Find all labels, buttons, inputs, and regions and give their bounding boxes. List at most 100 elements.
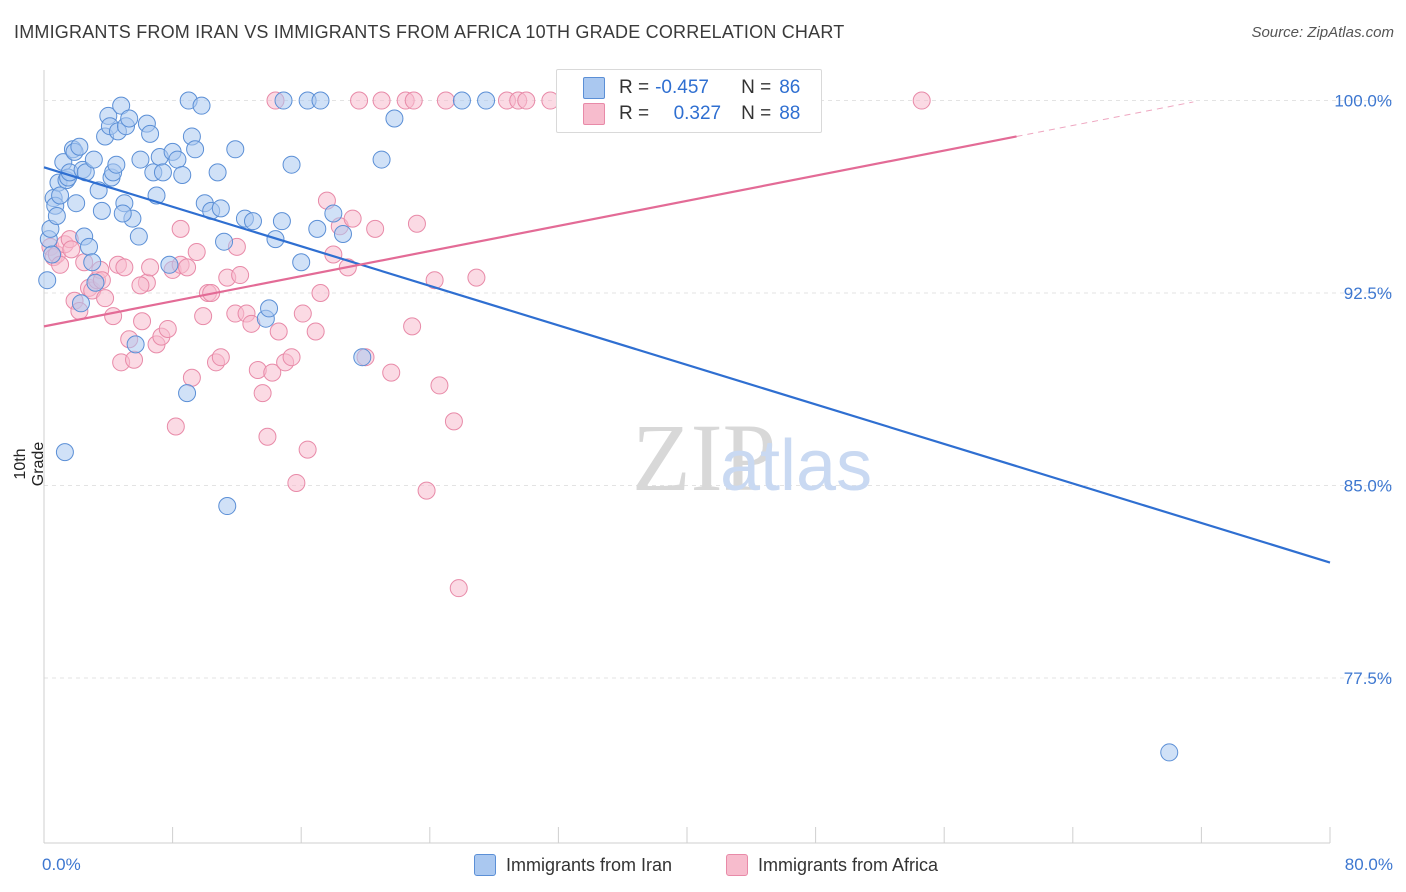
- africa-point: [231, 266, 250, 285]
- africa-point: [404, 91, 423, 110]
- legend-iran-swatch-icon: [474, 854, 496, 876]
- y-tick-label: 100.0%: [1334, 92, 1392, 111]
- iran-point: [70, 137, 89, 156]
- iran-point: [178, 384, 197, 403]
- iran-n-value: 86: [779, 77, 801, 98]
- axes: [43, 70, 1331, 844]
- iran-point: [226, 140, 245, 159]
- y-tick-labels: 77.5% 85.0% 92.5% 100.0%: [1334, 92, 1392, 688]
- iran-point: [274, 91, 293, 110]
- africa-point: [187, 242, 206, 261]
- iran-point: [477, 91, 496, 110]
- legend: Immigrants from Iran Immigrants from Afr…: [0, 848, 1406, 882]
- africa-point: [282, 348, 301, 367]
- iran-point: [333, 224, 352, 243]
- iran-point: [311, 91, 330, 110]
- iran-point: [120, 109, 139, 128]
- africa-r-label: R =: [619, 103, 650, 124]
- y-tick-label: 92.5%: [1344, 284, 1392, 303]
- iran-point: [282, 155, 301, 174]
- africa-point: [444, 412, 463, 431]
- iran-point: [211, 199, 230, 218]
- iran-point: [153, 163, 172, 182]
- africa-point: [436, 91, 455, 110]
- iran-point: [208, 163, 227, 182]
- legend-africa-label: Immigrants from Africa: [758, 854, 939, 875]
- africa-trend-extension: [1016, 101, 1194, 137]
- iran-points: [38, 91, 1179, 762]
- stats-row-iran: R = -0.457 N = 86: [557, 75, 800, 101]
- chart-title: IMMIGRANTS FROM IRAN VS IMMIGRANTS FROM …: [14, 22, 845, 42]
- iran-point: [67, 194, 86, 213]
- africa-point: [430, 376, 449, 395]
- iran-r-value: -0.457: [655, 77, 709, 98]
- africa-point: [417, 481, 436, 500]
- iran-n-label: N =: [741, 77, 772, 98]
- x-tick-label: 0.0%: [42, 855, 81, 874]
- legend-item-iran[interactable]: Immigrants from Iran: [474, 854, 672, 876]
- africa-point: [372, 91, 391, 110]
- africa-point: [298, 440, 317, 459]
- iran-r-label: R =: [619, 77, 650, 98]
- iran-point: [71, 294, 90, 313]
- iran-point: [113, 204, 132, 223]
- iran-swatch-icon: [583, 77, 605, 99]
- iran-point: [353, 348, 372, 367]
- africa-point: [287, 473, 306, 492]
- iran-point: [107, 155, 126, 174]
- africa-point: [366, 219, 385, 238]
- iran-point: [126, 335, 145, 354]
- iran-point: [129, 227, 148, 246]
- africa-trend-line: [43, 135, 1017, 328]
- iran-point: [80, 237, 99, 256]
- x-tick-labels: 0.0% 80.0%: [42, 855, 1393, 874]
- africa-point: [407, 214, 426, 233]
- africa-point: [293, 304, 312, 323]
- grid-lines: [44, 100, 1392, 679]
- iran-point: [55, 443, 74, 462]
- africa-n-label: N =: [741, 103, 772, 124]
- africa-point: [158, 319, 177, 338]
- iran-point: [260, 299, 279, 318]
- africa-point: [125, 350, 144, 369]
- africa-point: [311, 284, 330, 303]
- africa-point: [194, 307, 213, 326]
- stats-box: R = -0.457 N = 86 R = 0.327 N = 88: [556, 69, 822, 133]
- africa-point: [133, 312, 152, 331]
- africa-point: [62, 240, 81, 259]
- iran-point: [1160, 743, 1179, 762]
- trend-lines: [43, 101, 1331, 564]
- africa-point: [269, 322, 288, 341]
- iran-point: [452, 91, 471, 110]
- iran-point: [385, 109, 404, 128]
- legend-iran-label: Immigrants from Iran: [506, 854, 673, 875]
- africa-point: [171, 219, 190, 238]
- iran-point: [292, 253, 311, 272]
- africa-point: [182, 368, 201, 387]
- africa-point: [211, 348, 230, 367]
- stats-row-africa: R = 0.327 N = 88: [557, 101, 800, 127]
- africa-point: [306, 322, 325, 341]
- africa-point: [343, 209, 362, 228]
- africa-point: [350, 91, 369, 110]
- iran-point: [192, 96, 211, 115]
- iran-point: [272, 212, 291, 231]
- watermark-atlas: atlas: [720, 426, 872, 506]
- iran-point: [112, 96, 131, 115]
- iran-point: [131, 150, 150, 169]
- africa-point: [258, 427, 277, 446]
- africa-point: [166, 417, 185, 436]
- africa-point: [912, 91, 931, 110]
- watermark-zip: ZIP: [632, 404, 776, 511]
- africa-swatch-icon: [583, 103, 605, 125]
- africa-point: [104, 307, 123, 326]
- africa-point: [517, 91, 536, 110]
- iran-point: [186, 140, 205, 159]
- iran-point: [372, 150, 391, 169]
- legend-item-africa[interactable]: Immigrants from Africa: [726, 854, 938, 876]
- iran-point: [218, 497, 237, 516]
- africa-point: [403, 317, 422, 336]
- source-label: Source: ZipAtlas.com: [1251, 24, 1394, 41]
- watermark: ZIP atlas: [632, 404, 872, 511]
